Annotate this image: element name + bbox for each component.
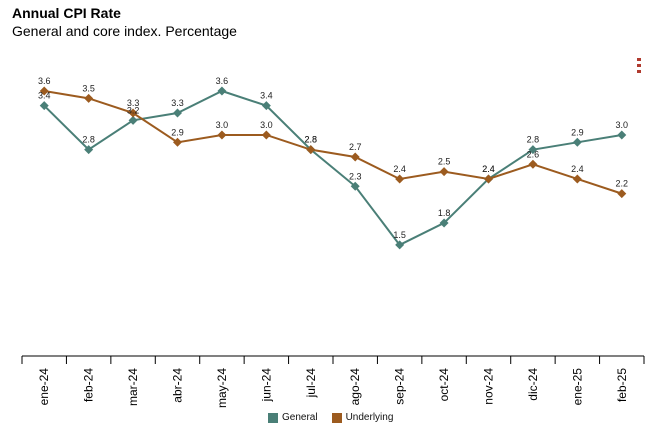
- series-line-general: [43, 89, 622, 247]
- data-point-general: [528, 145, 538, 155]
- data-label-general: 2.8: [305, 135, 318, 145]
- data-point-underlying: [439, 167, 449, 177]
- data-point-underlying: [84, 93, 94, 103]
- x-tick-label: jun-24: [259, 368, 273, 403]
- data-point-general: [84, 145, 94, 155]
- data-point-underlying: [528, 159, 538, 169]
- x-tick-label: oct-24: [437, 368, 451, 402]
- data-label-general: 1.8: [438, 208, 451, 218]
- x-tick-label: ene-25: [570, 368, 584, 406]
- chart-subtitle: General and core index. Percentage: [12, 23, 237, 39]
- data-label-underlying: 2.4: [393, 164, 406, 174]
- data-point-underlying: [217, 130, 227, 140]
- series-line-underlying: [44, 90, 623, 195]
- data-label-underlying: 2.4: [482, 164, 495, 174]
- legend-label-underlying: Underlying: [345, 412, 394, 423]
- data-label-general: 2.4: [482, 164, 495, 174]
- data-point-underlying: [39, 86, 49, 96]
- legend-label-general: General: [282, 412, 318, 423]
- x-tick-label: abr-24: [171, 368, 185, 403]
- data-label-underlying: 3.3: [127, 98, 140, 108]
- x-tick-label: ene-24: [37, 368, 51, 406]
- data-label-underlying: 2.9: [171, 127, 184, 137]
- data-point-underlying: [350, 152, 360, 162]
- data-label-general: 3.3: [171, 98, 184, 108]
- x-tick-label: ago-24: [348, 368, 362, 406]
- x-tick-label: sep-24: [393, 368, 407, 405]
- x-tick-label: feb-24: [82, 368, 96, 402]
- data-point-general: [572, 137, 582, 147]
- data-point-underlying: [306, 145, 316, 155]
- data-point-general: [173, 108, 182, 118]
- data-label-underlying: 2.8: [305, 135, 318, 145]
- data-label-underlying: 3.6: [38, 76, 51, 86]
- data-label-underlying: 2.2: [616, 179, 629, 189]
- data-point-underlying: [484, 174, 493, 184]
- legend-item-underlying[interactable]: Underlying: [331, 412, 394, 423]
- data-label-general: 3.0: [616, 120, 629, 130]
- data-label-general: 2.9: [571, 127, 584, 137]
- data-point-underlying: [572, 174, 582, 184]
- data-label-general: 3.6: [216, 76, 229, 86]
- data-point-general: [617, 130, 627, 140]
- data-label-underlying: 3.0: [216, 120, 229, 130]
- data-point-general: [350, 181, 360, 191]
- data-label-general: 3.4: [38, 91, 51, 101]
- data-label-underlying: 2.5: [438, 157, 451, 167]
- data-label-general: 3.2: [127, 105, 140, 115]
- x-tick-label: nov-24: [482, 368, 496, 405]
- data-point-underlying: [173, 137, 182, 147]
- data-point-underlying: [128, 108, 138, 118]
- data-label-underlying: 2.7: [349, 142, 362, 152]
- data-point-general: [439, 218, 449, 228]
- data-label-underlying: 3.0: [260, 120, 273, 130]
- data-label-general: 2.8: [82, 135, 95, 145]
- x-tick-label: jul-24: [304, 368, 318, 399]
- data-label-underlying: 2.6: [527, 149, 540, 159]
- data-label-general: 1.5: [393, 230, 406, 240]
- data-label-underlying: 3.5: [82, 83, 95, 93]
- data-label-general: 3.4: [260, 91, 273, 101]
- data-point-general: [128, 115, 138, 125]
- x-tick-label: dic-24: [526, 368, 540, 401]
- data-point-general: [395, 240, 405, 250]
- data-point-general: [261, 101, 271, 111]
- legend-swatch-general: [268, 412, 278, 423]
- legend: General Underlying: [268, 412, 393, 423]
- chart-title: Annual CPI Rate: [12, 5, 121, 21]
- x-tick-label: feb-25: [615, 368, 629, 402]
- legend-swatch-underlying: [331, 412, 342, 423]
- data-point-underlying: [395, 174, 405, 184]
- data-label-general: 2.3: [349, 171, 362, 181]
- data-point-general: [39, 101, 49, 111]
- data-point-underlying: [617, 189, 627, 199]
- data-point-underlying: [261, 130, 271, 140]
- x-tick-label: mar-24: [126, 368, 140, 406]
- kebab-menu-icon[interactable]: [636, 58, 642, 74]
- data-label-general: 2.8: [527, 135, 540, 145]
- data-label-underlying: 2.4: [571, 164, 584, 174]
- x-tick-label: may-24: [215, 368, 229, 408]
- data-point-general: [217, 86, 227, 96]
- legend-item-general[interactable]: General: [268, 412, 318, 423]
